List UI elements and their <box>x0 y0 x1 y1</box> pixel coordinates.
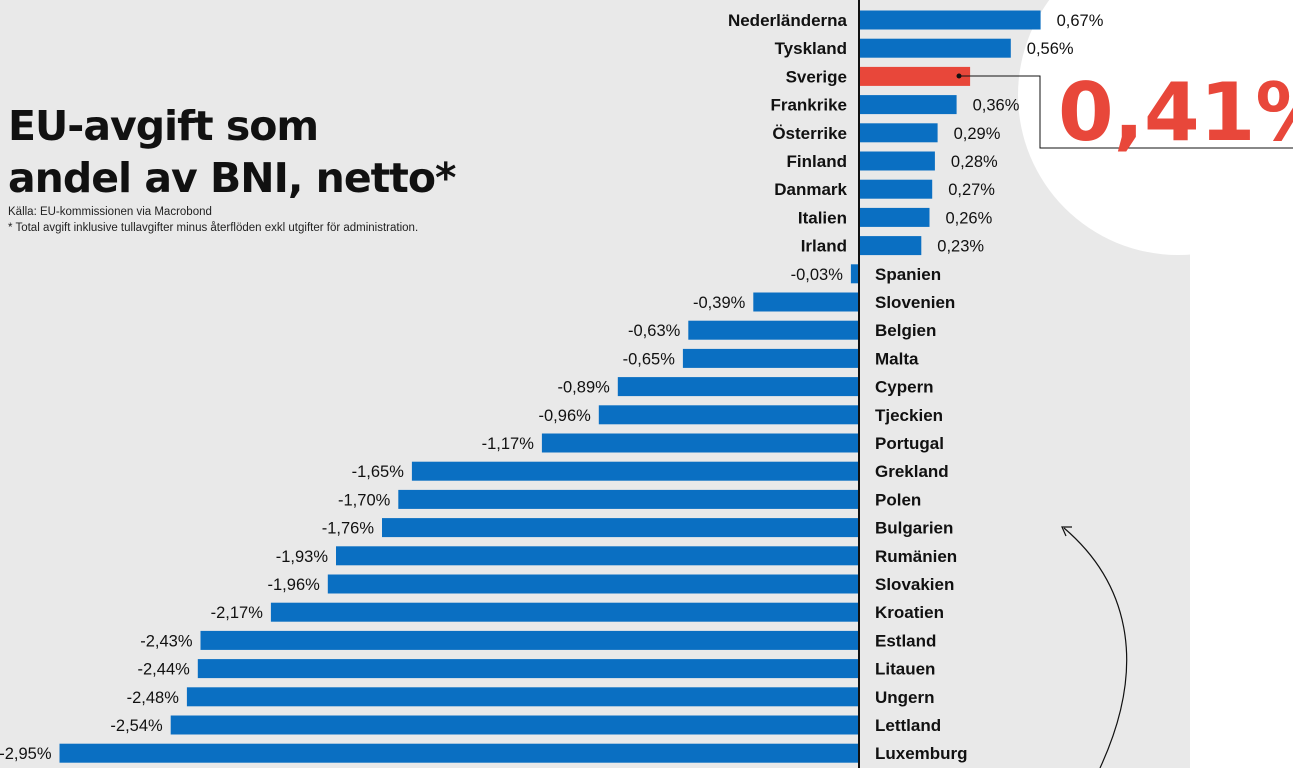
bar-frankrike <box>859 95 957 115</box>
callout-dot <box>956 73 962 79</box>
callout-leader-line <box>959 75 1293 149</box>
bar-nederlanderna <box>859 10 1041 30</box>
bar-kroatien <box>270 602 859 622</box>
highlight-callout: 0,41% <box>956 66 1293 159</box>
value-label-tyskland: 0,56% <box>1027 40 1074 58</box>
country-label-cypern: Cypern <box>875 378 934 397</box>
value-label-osterrike: 0,29% <box>954 125 1001 143</box>
callout-value: 0,41% <box>1058 66 1293 159</box>
bar-slovenien <box>753 292 859 312</box>
country-label-polen: Polen <box>875 490 921 509</box>
bar-litauen <box>197 659 860 679</box>
bar-ungern <box>186 687 859 707</box>
country-label-kroatien: Kroatien <box>875 603 944 622</box>
value-label-ungern: -2,48% <box>127 689 180 707</box>
country-label-frankrike: Frankrike <box>770 96 847 115</box>
country-label-danmark: Danmark <box>774 180 847 199</box>
value-label-nederlanderna: 0,67% <box>1057 12 1104 30</box>
bar-irland <box>859 236 922 256</box>
value-label-kroatien: -2,17% <box>211 604 264 622</box>
bar-sverige <box>859 66 971 86</box>
value-label-rumanien: -1,93% <box>276 548 329 566</box>
bar-estland <box>200 630 859 650</box>
value-label-italien: 0,26% <box>946 209 993 227</box>
bar-rumanien <box>336 546 859 566</box>
bar-grekland <box>411 461 859 481</box>
bar-tjeckien <box>598 405 859 425</box>
chart-title: EU-avgift som andel av BNI, netto* <box>8 100 456 204</box>
value-label-slovenien: -0,39% <box>693 294 746 312</box>
value-label-estland: -2,43% <box>140 632 193 650</box>
bar-cypern <box>617 377 859 397</box>
value-label-polen: -1,70% <box>338 491 391 509</box>
bar-malta <box>682 348 860 368</box>
bar-osterrike <box>859 123 938 143</box>
bars-layer <box>59 10 1041 763</box>
value-label-belgien: -0,63% <box>628 322 681 340</box>
bar-bulgarien <box>382 518 859 538</box>
bar-finland <box>859 151 935 171</box>
country-label-luxemburg: Luxemburg <box>875 744 968 763</box>
value-label-cypern: -0,89% <box>558 379 611 397</box>
value-label-luxemburg: -2,95% <box>0 745 52 763</box>
title-line-1: EU-avgift som <box>8 102 319 150</box>
bar-portugal <box>541 433 859 453</box>
country-label-portugal: Portugal <box>875 434 944 453</box>
source-text: Källa: EU-kommissionen via Macrobond <box>8 206 212 218</box>
bar-luxemburg <box>59 743 859 763</box>
country-label-irland: Irland <box>801 237 847 256</box>
bar-spanien <box>850 264 859 284</box>
value-label-tjeckien: -0,96% <box>539 407 592 425</box>
bar-danmark <box>859 179 933 199</box>
bar-italien <box>859 207 930 227</box>
country-label-estland: Estland <box>875 631 936 650</box>
value-label-danmark: 0,27% <box>948 181 995 199</box>
decorative-arrow <box>1063 527 1128 768</box>
callout-circle <box>1018 0 1293 255</box>
value-label-malta: -0,65% <box>623 350 676 368</box>
value-label-irland: 0,23% <box>937 238 984 256</box>
country-label-osterrike: Österrike <box>772 124 847 143</box>
country-label-tjeckien: Tjeckien <box>875 406 943 425</box>
bar-lettland <box>170 715 859 735</box>
value-label-finland: 0,28% <box>951 153 998 171</box>
country-label-malta: Malta <box>875 349 919 368</box>
arrow-head-icon <box>1061 526 1072 537</box>
country-label-tyskland: Tyskland <box>775 39 847 58</box>
country-label-slovakien: Slovakien <box>875 575 954 594</box>
footnote-text: * Total avgift inklusive tullavgifter mi… <box>8 222 419 234</box>
labels-layer: Nederländerna 0,67% Tyskland 0,56% Sverige Fr… <box>0 11 1104 763</box>
value-label-lettland: -2,54% <box>110 717 163 735</box>
country-label-belgien: Belgien <box>875 321 936 340</box>
bar-belgien <box>688 320 859 340</box>
country-label-lettland: Lettland <box>875 716 941 735</box>
country-label-litauen: Litauen <box>875 660 935 679</box>
country-label-ungern: Ungern <box>875 688 935 707</box>
value-label-slovakien: -1,96% <box>268 576 321 594</box>
country-label-slovenien: Slovenien <box>875 293 955 312</box>
value-label-portugal: -1,17% <box>482 435 535 453</box>
country-label-sverige: Sverige <box>786 67 847 86</box>
country-label-finland: Finland <box>787 152 847 171</box>
country-label-grekland: Grekland <box>875 462 949 481</box>
country-label-spanien: Spanien <box>875 265 941 284</box>
country-label-rumanien: Rumänien <box>875 547 957 566</box>
bar-polen <box>398 489 859 509</box>
bar-slovakien <box>327 574 859 594</box>
bar-tyskland <box>859 38 1011 58</box>
source-note: Källa: EU-kommissionen via Macrobond * T… <box>8 204 418 236</box>
title-line-2: andel av BNI, netto* <box>8 154 456 202</box>
value-label-bulgarien: -1,76% <box>322 520 375 538</box>
value-label-litauen: -2,44% <box>138 661 191 679</box>
value-label-frankrike: 0,36% <box>973 97 1020 115</box>
country-label-nederlanderna: Nederländerna <box>728 11 848 30</box>
country-label-bulgarien: Bulgarien <box>875 519 953 538</box>
value-label-spanien: -0,03% <box>791 266 844 284</box>
country-label-italien: Italien <box>798 208 847 227</box>
value-label-grekland: -1,65% <box>352 463 405 481</box>
